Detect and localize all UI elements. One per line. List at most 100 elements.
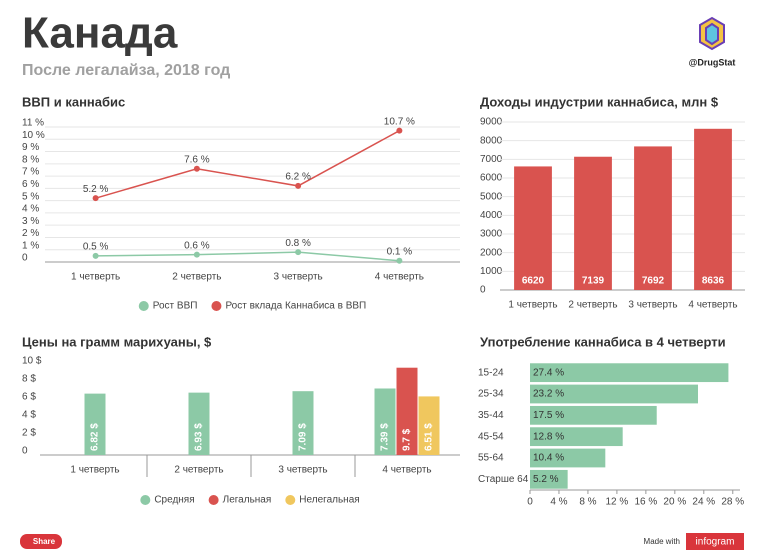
point xyxy=(92,195,99,202)
x-tick-label: 8 % xyxy=(579,497,596,508)
y-tick-label: Старше 64 xyxy=(478,474,529,485)
y-tick-label: 4000 xyxy=(480,210,503,221)
y-tick-label: 10 $ xyxy=(22,356,42,367)
y-tick-label: 0 xyxy=(480,285,486,296)
y-tick-label: 15-24 xyxy=(478,367,504,378)
legend-label: Нелегальная xyxy=(299,495,359,506)
share-label[interactable]: Share xyxy=(33,537,56,546)
y-tick-label: 25-34 xyxy=(478,389,504,400)
value-label: 23.2 % xyxy=(533,389,564,400)
y-tick-label: 11 % xyxy=(22,118,44,129)
x-tick-label: 0 xyxy=(527,497,533,508)
bar xyxy=(374,388,396,455)
bar xyxy=(530,363,729,383)
legend-label: Средняя xyxy=(154,495,194,506)
value-label: 5.2 % xyxy=(533,474,559,485)
y-tick-label: 6000 xyxy=(480,173,503,184)
y-tick-label: 6 % xyxy=(22,179,39,190)
y-tick-label: 6 $ xyxy=(22,392,36,403)
page-title: Канада xyxy=(22,9,178,58)
bar xyxy=(84,393,106,455)
bar xyxy=(514,166,552,290)
y-tick-label: 7000 xyxy=(480,154,503,165)
x-tick-label: 4 четверть xyxy=(382,465,431,476)
bar xyxy=(188,392,210,455)
y-tick-label: 0 xyxy=(22,253,28,264)
y-tick-label: 5 % xyxy=(22,191,39,202)
point xyxy=(396,127,403,134)
brand-box[interactable] xyxy=(686,533,744,550)
y-tick-label: 3000 xyxy=(480,229,503,240)
legend: Рост ВВП Рост вклада Каннабиса в ВВП xyxy=(138,300,366,312)
value-label: 10.4 % xyxy=(533,453,564,464)
legend: Средняя Легальная Нелегальная xyxy=(140,495,360,506)
value-label: 7.09 $ xyxy=(298,423,309,451)
value-label: 17.5 % xyxy=(533,410,564,421)
value-label: 10.7 % xyxy=(384,116,415,127)
panel-title: ВВП и каннабис xyxy=(22,94,125,109)
value-label: 6.93 $ xyxy=(194,423,205,451)
y-tick-label: 8 $ xyxy=(22,374,36,385)
legend-label: Рост ВВП xyxy=(153,301,198,312)
x-tick-label: 4 % xyxy=(550,497,567,508)
bar xyxy=(530,405,657,425)
value-label: 0.5 % xyxy=(83,242,109,253)
value-label: 0.8 % xyxy=(285,238,311,249)
y-tick-label: 9000 xyxy=(480,117,503,128)
made-with: Made with xyxy=(644,537,680,546)
x-tick-label: 4 четверть xyxy=(688,300,737,311)
y-tick-label: 35-44 xyxy=(478,410,504,421)
y-tick-label: 8 % xyxy=(22,154,39,165)
y-tick-label: 4 $ xyxy=(22,410,36,421)
value-label: 6.2 % xyxy=(285,172,311,183)
value-label: 0.1 % xyxy=(387,246,413,257)
bar xyxy=(292,391,314,455)
value-label: 7.39 $ xyxy=(380,423,391,451)
line xyxy=(95,130,400,199)
x-tick-label: 3 четверть xyxy=(273,272,322,283)
bar xyxy=(530,448,606,468)
x-tick-label: 4 четверть xyxy=(375,272,424,283)
y-tick-label: 9 % xyxy=(22,142,39,153)
value-label: 7.6 % xyxy=(184,154,210,165)
y-tick-label: 1000 xyxy=(480,266,503,277)
value-label: 27.4 % xyxy=(533,367,564,378)
x-tick-label: 2 четверть xyxy=(172,272,221,283)
y-tick-label: 3 % xyxy=(22,216,39,227)
y-tick-label: 2000 xyxy=(480,247,503,258)
share-button[interactable] xyxy=(20,534,62,549)
panel-title: Употребление каннабиса в 4 четверти xyxy=(480,334,726,349)
point xyxy=(193,251,200,258)
x-tick-label: 28 % xyxy=(721,497,744,508)
bar xyxy=(530,469,568,489)
y-tick-label: 45-54 xyxy=(478,431,504,442)
bar xyxy=(396,367,418,455)
point xyxy=(295,182,302,189)
panel-title: Доходы индустрии каннабиса, млн $ xyxy=(480,94,719,109)
y-tick-label: 7 % xyxy=(22,167,39,178)
point xyxy=(396,257,403,264)
value-label: 6.51 $ xyxy=(424,423,435,451)
value-label: 6.82 $ xyxy=(90,423,101,451)
value-label: 6620 xyxy=(522,276,545,287)
y-tick-label: 4 % xyxy=(22,204,39,215)
x-tick-label: 3 четверть xyxy=(628,300,677,311)
bar xyxy=(418,396,440,455)
y-tick-label: 5000 xyxy=(480,191,503,202)
value-label: 7139 xyxy=(582,276,605,287)
bar xyxy=(634,146,672,290)
value-label: 5.2 % xyxy=(83,184,109,195)
x-tick-label: 16 % xyxy=(634,497,657,508)
legend-swatch xyxy=(285,495,296,505)
y-tick-label: 0 xyxy=(22,446,28,457)
x-tick-label: 1 четверть xyxy=(71,272,120,283)
bar xyxy=(694,128,732,290)
y-tick-label: 1 % xyxy=(22,240,39,251)
bar xyxy=(530,427,623,447)
x-tick-label: 1 четверть xyxy=(70,465,119,476)
legend-label: Рост вклада Каннабиса в ВВП xyxy=(225,300,366,312)
brand[interactable]: infogram xyxy=(696,537,735,548)
value-label: 8636 xyxy=(702,276,725,287)
page-subtitle: После легалайза, 2018 год xyxy=(22,62,230,79)
